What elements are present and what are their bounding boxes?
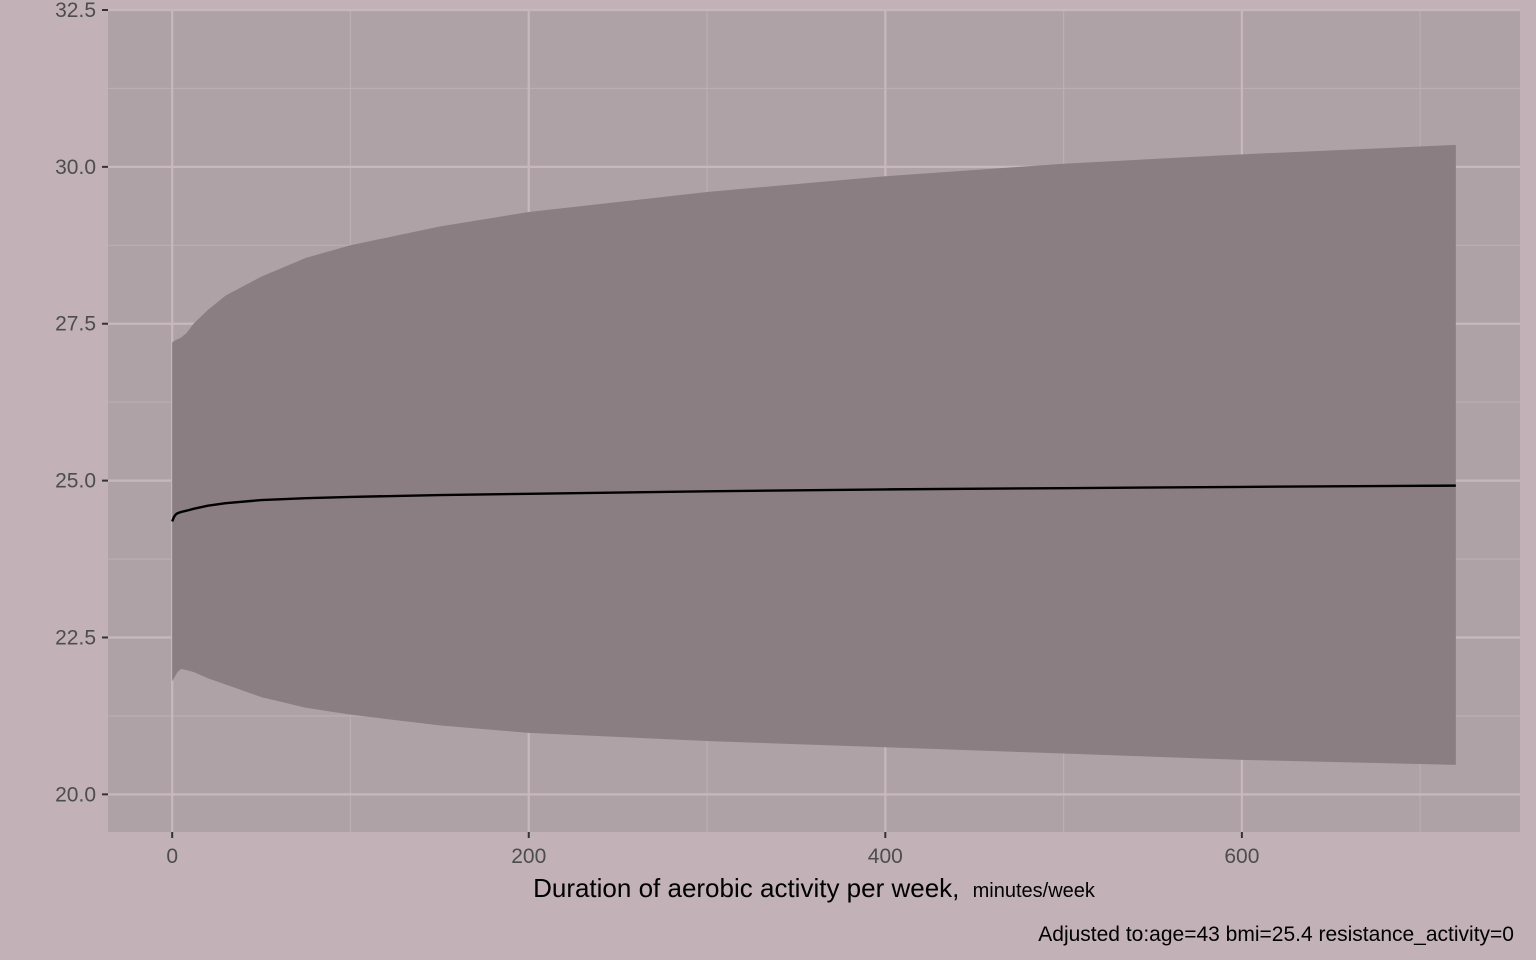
x-axis-title-main: Duration of aerobic activity per week, xyxy=(533,873,959,903)
y-tick-label: 22.5 xyxy=(55,626,96,649)
y-tick-label: 32.5 xyxy=(55,0,96,22)
x-axis-title-unit: minutes/week xyxy=(973,880,1096,902)
series-line xyxy=(171,484,1456,522)
confidence-band xyxy=(172,144,1456,765)
y-tick-label: 25.0 xyxy=(55,470,96,493)
y-tick-label: 20.0 xyxy=(55,783,96,806)
x-tick-label: 400 xyxy=(868,845,903,868)
y-tick-label: 30.0 xyxy=(55,156,96,179)
x-axis-title: Duration of aerobic activity per week, m… xyxy=(533,873,1096,903)
x-tick-label: 0 xyxy=(166,845,178,868)
y-tick-label: 27.5 xyxy=(55,313,96,336)
y-axis: 20.0 22.5 25.0 27.5 30.0 32.5 xyxy=(55,0,108,806)
chart-caption: Adjusted to:age=43 bmi=25.4 resistance_a… xyxy=(1038,923,1514,946)
x-axis: 0 200 400 600 xyxy=(166,832,1259,868)
x-tick-label: 200 xyxy=(511,845,546,868)
x-tick-label: 600 xyxy=(1224,845,1259,868)
